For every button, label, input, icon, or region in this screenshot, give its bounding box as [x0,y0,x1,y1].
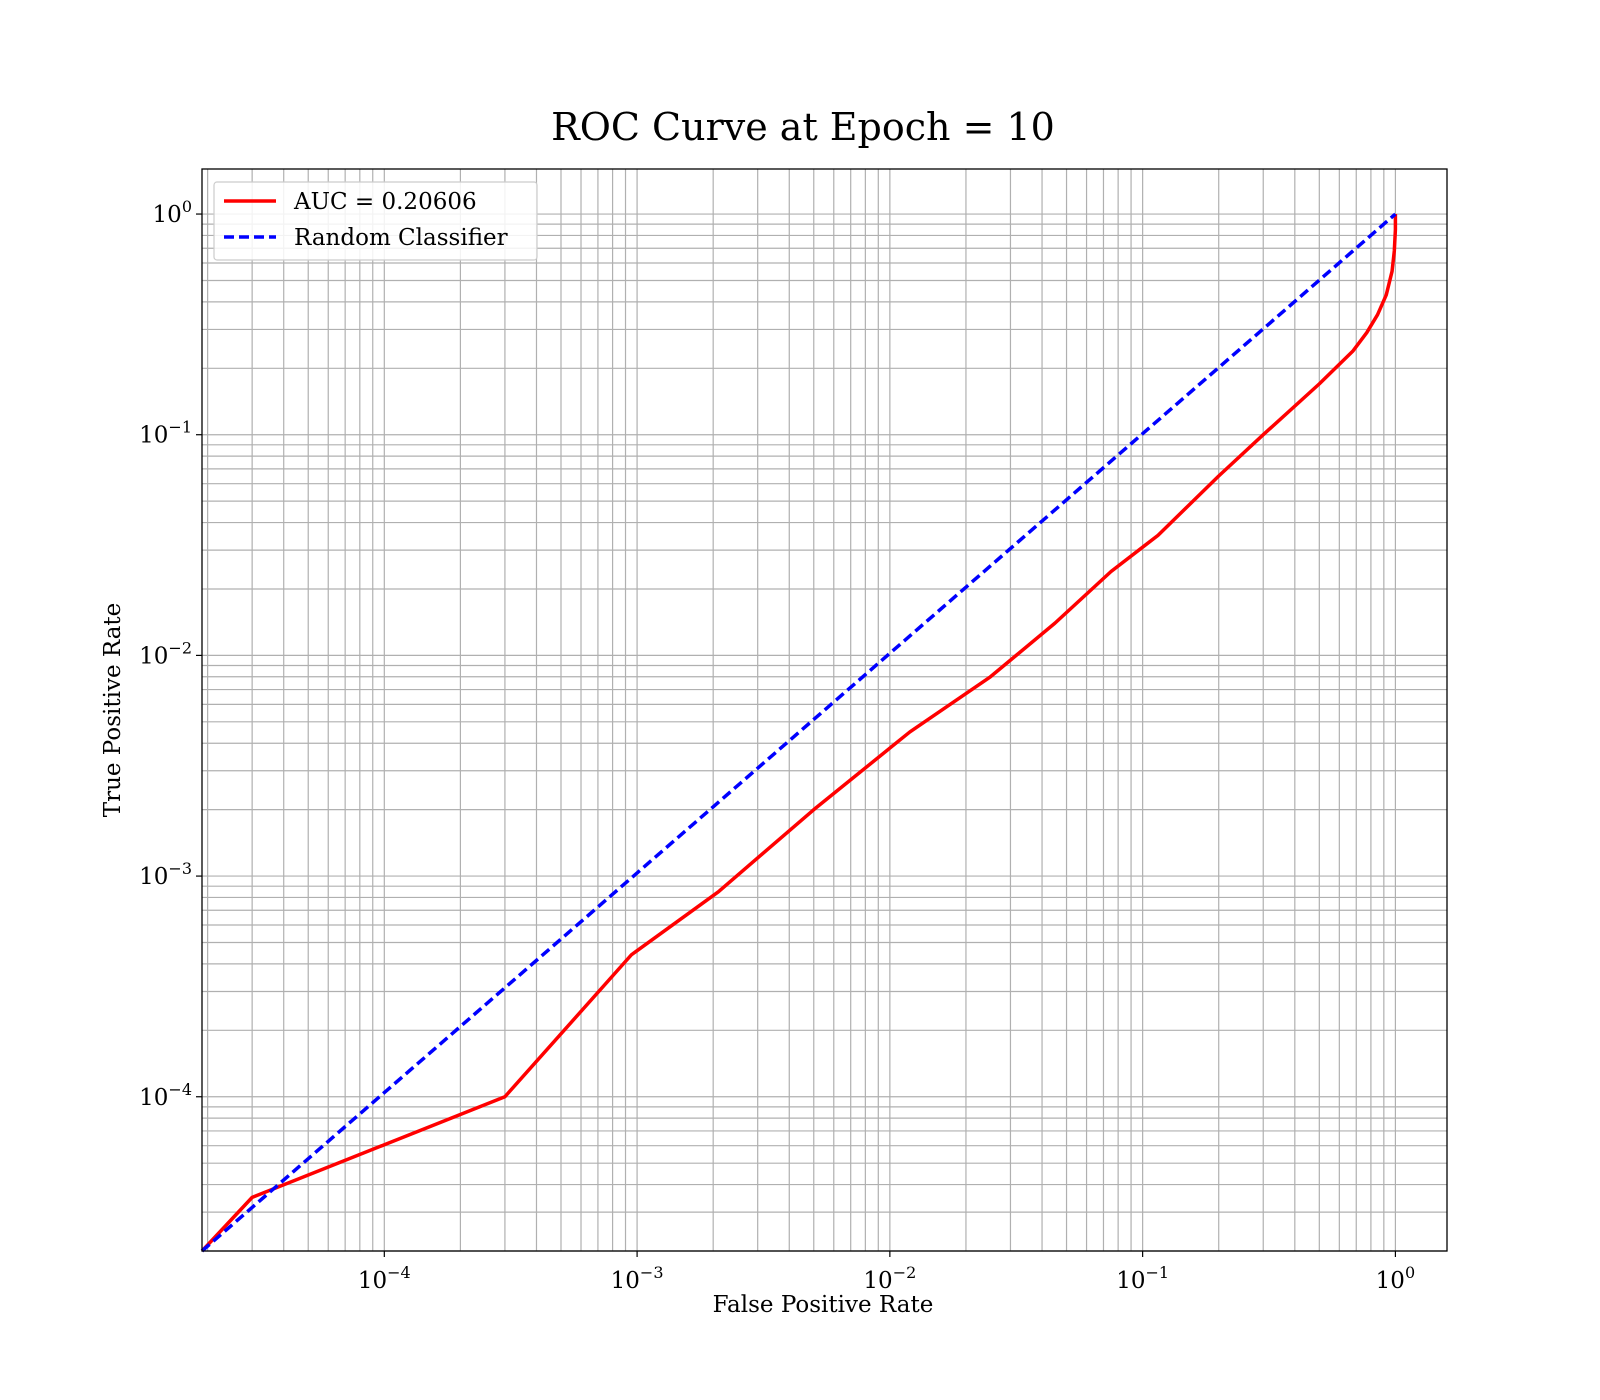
x-tick-label: 10−1 [1116,1263,1169,1294]
x-tick-label: 10−3 [611,1263,664,1294]
y-tick-label: 100 [153,197,192,228]
series-group [200,212,1398,1253]
plot-frame [201,168,1448,1252]
y-axis-label: True Positive Rate [100,603,126,818]
legend-label-roc: AUC = 0.20606 [293,189,477,215]
x-tick-label: 10−2 [863,1263,916,1294]
legend-label-random: Random Classifier [294,225,508,251]
y-tick-label: 10−4 [139,1080,192,1111]
y-tick-label: 10−1 [139,418,192,449]
roc-curve-line [200,214,1398,1253]
random-classifier-line [200,212,1397,1253]
x-axis-ticks: 10−4 10−3 10−2 10−1 100 [358,1251,1415,1294]
x-tick-label: 10−4 [358,1263,411,1294]
x-tick-label: 100 [1376,1263,1415,1294]
legend: AUC = 0.20606 Random Classifier [213,181,538,261]
y-tick-label: 10−3 [139,859,192,890]
chart-title: ROC Curve at Epoch = 10 [551,105,1055,149]
legend-box [213,181,538,261]
grid-lines [202,169,1447,1252]
y-axis-ticks: 10−4 10−3 10−2 10−1 100 [139,197,202,1111]
y-tick-label: 10−2 [139,638,192,669]
x-axis-label: False Positive Rate [713,1292,934,1318]
